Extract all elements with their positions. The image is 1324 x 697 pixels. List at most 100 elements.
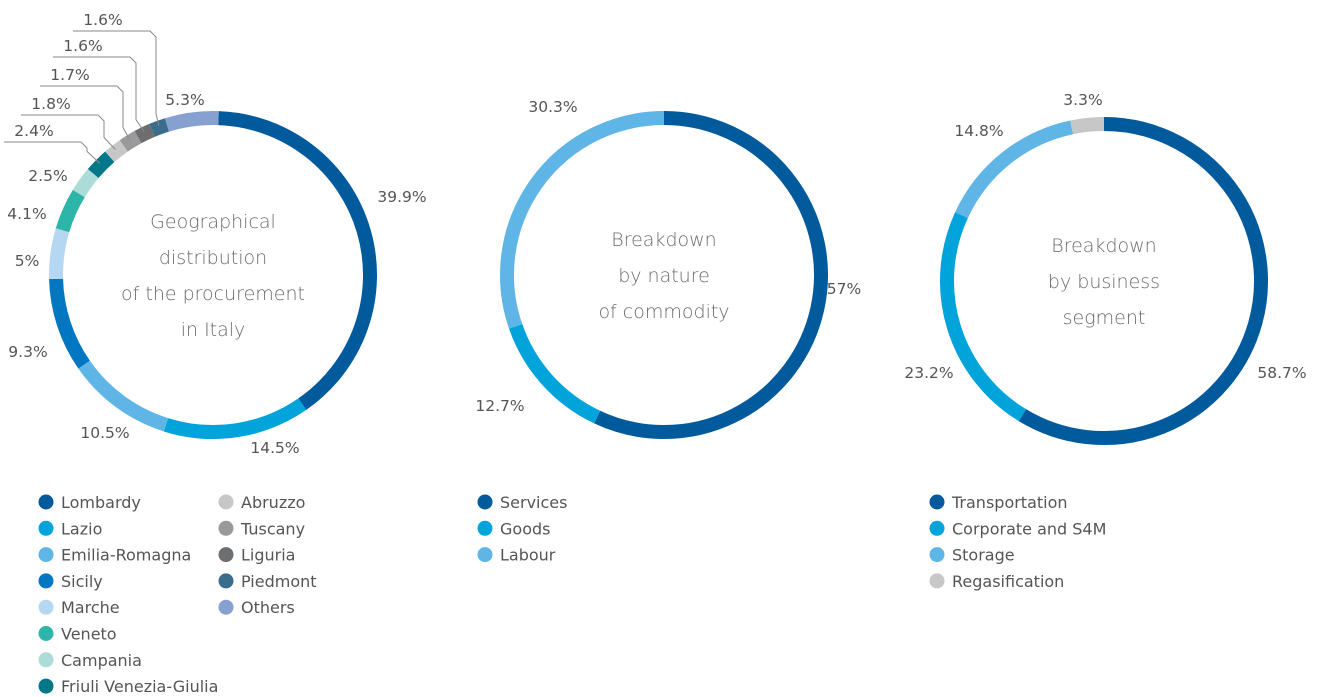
legend-label: Emilia-Romagna [61, 546, 191, 565]
chart-title-line: by nature [618, 265, 710, 287]
value-label-tuscany: 1.7% [50, 66, 89, 84]
value-label-regasification: 3.3% [1063, 91, 1102, 109]
donut-slice-friuli-venezia-giulia [87, 151, 115, 179]
value-label-emilia-romagna: 10.5% [80, 424, 129, 442]
legend-swatch [929, 573, 945, 589]
legend-label: Piedmont [241, 572, 317, 591]
leader-line-friuli-venezia-giulia [4, 141, 101, 164]
legend-label: Goods [500, 519, 550, 538]
donut-slice-campania [72, 169, 99, 198]
donut-slice-liguria [134, 123, 155, 144]
value-label-lombardy: 39.9% [377, 188, 426, 206]
value-label-liguria: 1.6% [63, 37, 102, 55]
legend-item-regasification: Regasification [929, 572, 1064, 591]
donut-slice-tuscany [119, 130, 142, 152]
donut-slice-transportation [1018, 117, 1268, 445]
donut-slice-veneto [55, 189, 85, 233]
donut-chart-2: 57% Services 12.7% Goods 30.3% Labour Breakdow… [475, 98, 861, 565]
legend-label: Lazio [61, 519, 102, 538]
legend-swatch [929, 547, 945, 563]
value-label-campania: 2.5% [28, 167, 67, 185]
legend-label: Regasification [952, 572, 1064, 591]
legend-swatch [477, 520, 493, 536]
chart-title-line: segment [1063, 307, 1146, 329]
legend-label: Labour [500, 546, 556, 565]
chart-title-line: Breakdown [1051, 235, 1156, 257]
donut-slice-abruzzo [105, 140, 128, 163]
donut-slice-piedmont [149, 118, 170, 137]
donut-slice-marche [49, 228, 70, 280]
legend-label: Transportation [951, 493, 1068, 512]
donut-slice-labour [500, 111, 665, 329]
donut-slice-others [164, 111, 219, 132]
leader-line-tuscany [40, 85, 131, 140]
legend-label: Campania [61, 651, 142, 670]
legend-label: Corporate and S4M [952, 519, 1106, 538]
legend-label: Veneto [61, 625, 117, 644]
value-label-transportation: 58.7% [1257, 364, 1306, 382]
legend-item-transportation: Transportation [929, 493, 1068, 512]
legend-item-marche: Marche [38, 598, 120, 617]
legend-item-tuscany: Tuscany [218, 519, 305, 538]
leader-line-liguria [53, 56, 145, 132]
legend-swatch [218, 494, 234, 510]
legend-item-services: Services [477, 493, 567, 512]
chart-title-line: by business [1048, 271, 1160, 293]
chart-title-line: distribution [159, 247, 267, 269]
legend-label: Lombardy [61, 493, 141, 512]
chart-title-line: Breakdown [611, 229, 716, 251]
chart-title-line: in Italy [181, 319, 246, 341]
legend-label: Storage [952, 546, 1015, 565]
legend-swatch [38, 678, 54, 694]
value-label-sicily: 9.3% [8, 343, 47, 361]
legend-item-emilia-romagna: Emilia-Romagna [38, 546, 191, 565]
donut-slice-emilia-romagna [78, 360, 169, 432]
leader-line-piedmont [73, 30, 160, 126]
legend-item-storage: Storage [929, 546, 1015, 565]
legend-swatch [38, 573, 54, 589]
legend-item-corporate-and-s4m: Corporate and S4M [929, 519, 1106, 538]
donut-chart-1: 39.9% Lombardy 14.5% Lazio 10.5% Emilia-Romag… [4, 11, 427, 696]
value-label-storage: 14.8% [954, 122, 1003, 140]
legend-item-lombardy: Lombardy [38, 493, 141, 512]
legend-item-goods: Goods [477, 519, 550, 538]
donut-slice-lombardy [218, 111, 377, 410]
chart-center-title: Breakdown by business segment [1048, 235, 1160, 329]
legend-swatch [38, 626, 54, 641]
donut-slice-goods [509, 323, 601, 424]
donut-slice-lazio [163, 398, 307, 439]
legend-swatch [218, 520, 234, 536]
value-label-corporate-and-s4m: 23.2% [904, 364, 953, 382]
chart-center-title: Geographical distribution of the procureme… [121, 211, 305, 341]
legend-swatch [38, 599, 54, 615]
legend-label: Others [241, 598, 295, 617]
legend-swatch [477, 494, 493, 510]
donut-slice-storage [955, 120, 1074, 219]
legend-swatch [38, 520, 54, 536]
legend-item-liguria: Liguria [218, 546, 295, 565]
legend-label: Services [500, 493, 567, 512]
chart-title-line: Geographical [150, 211, 276, 233]
legend-item-piedmont: Piedmont [218, 572, 317, 591]
donut-slice-corporate-and-s4m [940, 212, 1027, 422]
legend-label: Liguria [241, 546, 295, 565]
chart-center-title: Breakdown by nature of commodity [598, 229, 729, 323]
value-label-services: 57% [827, 280, 861, 298]
leader-line-abruzzo [21, 114, 116, 150]
donut-slice-sicily [49, 278, 90, 369]
legend-label: Tuscany [240, 519, 305, 538]
legend-item-campania: Campania [38, 651, 142, 670]
legend-item-labour: Labour [477, 546, 556, 565]
chart-title-line: of the procurement [121, 283, 305, 305]
legend-swatch [477, 547, 493, 563]
value-label-marche: 5% [15, 252, 40, 270]
legend-item-sicily: Sicily [38, 572, 103, 591]
legend-item-abruzzo: Abruzzo [218, 493, 305, 512]
legend-item-lazio: Lazio [38, 519, 102, 538]
donut-chart-3: 58.7% Transportation 23.2% Corporate and S4… [904, 91, 1306, 591]
value-label-goods: 12.7% [475, 397, 524, 415]
legend-swatch [218, 573, 234, 589]
legend-label: Friuli Venezia-Giulia [61, 677, 218, 696]
legend-item-veneto: Veneto [38, 625, 117, 644]
